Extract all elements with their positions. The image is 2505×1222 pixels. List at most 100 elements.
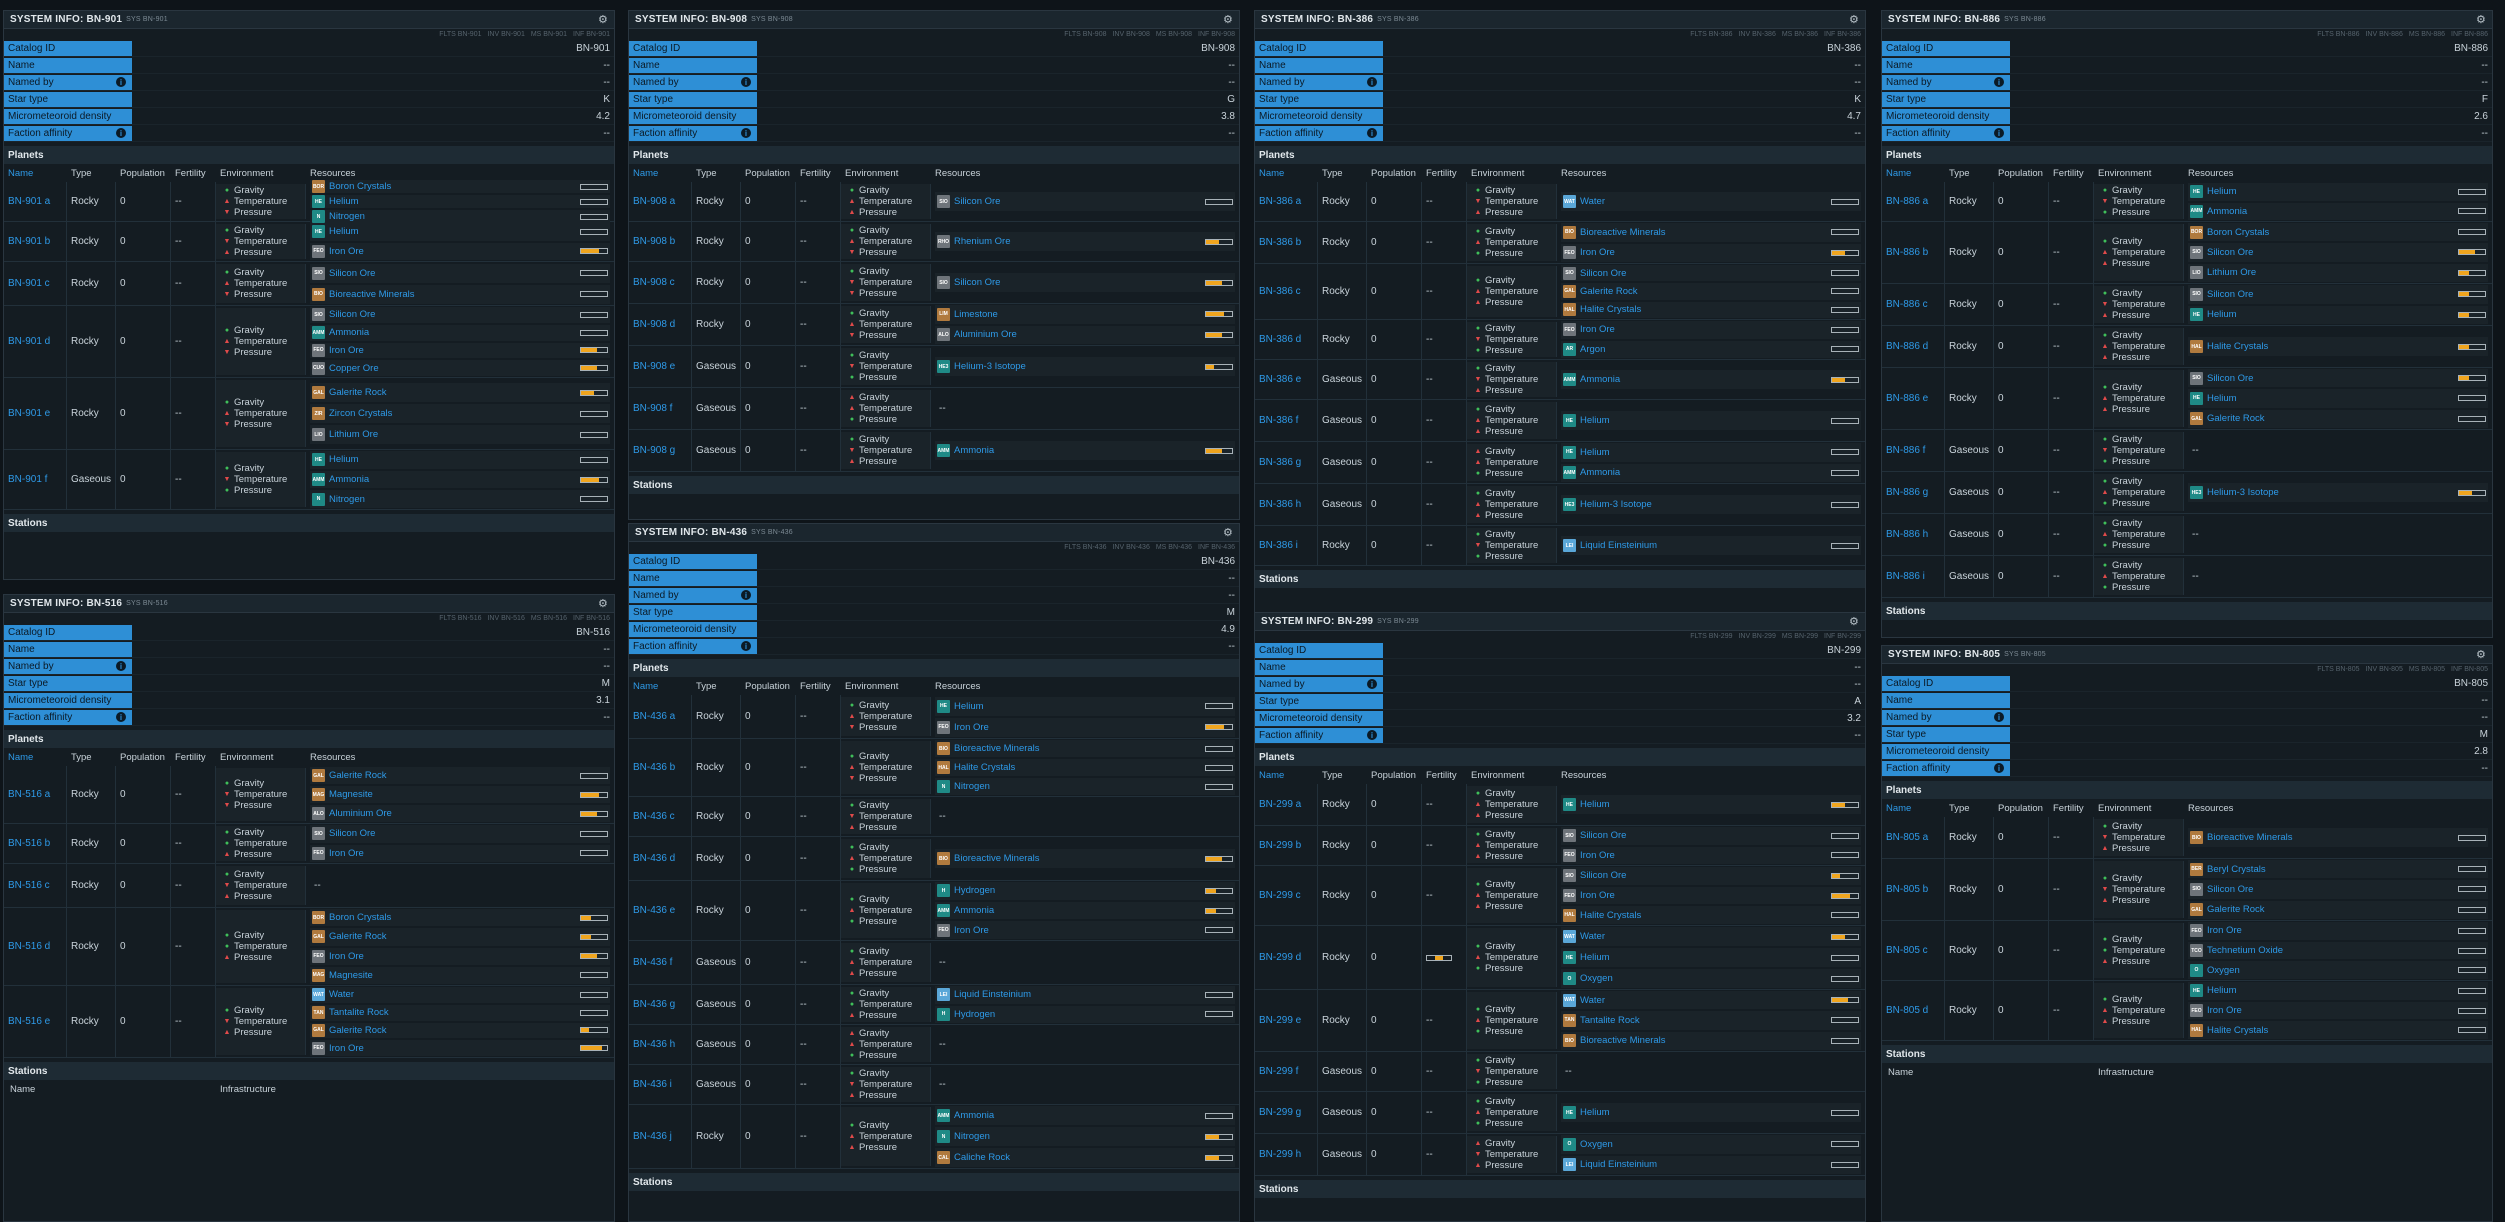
planet-name-link[interactable]: BN-436 h xyxy=(629,1025,692,1064)
planet-name-link[interactable]: BN-516 e xyxy=(4,986,67,1057)
panel-tab[interactable]: INV BN-386 xyxy=(1738,31,1776,38)
resource-name-link[interactable]: Nitrogen xyxy=(954,1131,990,1142)
environment-cell[interactable]: ● Gravity ▼ Temperature ▲ Pressure xyxy=(841,799,931,834)
planet-name-link[interactable]: BN-386 d xyxy=(1255,320,1318,359)
resource-item[interactable]: AMM Ammonia xyxy=(935,441,1235,460)
panel-tab[interactable]: INV BN-908 xyxy=(1112,31,1150,38)
panel-tab[interactable]: FLTS BN-299 xyxy=(1690,633,1733,640)
panel-tab[interactable]: FLTS BN-901 xyxy=(439,31,482,38)
resource-item[interactable]: FEO Iron Ore xyxy=(310,947,610,965)
environment-cell[interactable]: ● Gravity ▲ Temperature ▲ Pressure xyxy=(1467,266,1557,317)
resource-item[interactable]: TAN Tantalite Rock xyxy=(1561,1011,1861,1030)
resource-name-link[interactable]: Galerite Rock xyxy=(2207,904,2265,916)
planet-name-link[interactable]: BN-386 e xyxy=(1255,360,1318,399)
environment-cell[interactable]: ● Gravity ▼ Temperature ● Pressure xyxy=(1467,528,1557,563)
environment-cell[interactable]: ● Gravity ▲ Temperature ▲ Pressure xyxy=(1467,402,1557,439)
resource-item[interactable]: O Oxygen xyxy=(2188,961,2488,980)
resource-item[interactable]: HE3 Helium-3 Isotope xyxy=(935,357,1235,376)
panel-tab[interactable]: MS BN-299 xyxy=(1781,633,1819,640)
resource-name-link[interactable]: Ammonia xyxy=(1580,374,1621,385)
gear-icon[interactable]: ⚙ xyxy=(1222,14,1233,26)
resource-item[interactable]: SIO Silicon Ore xyxy=(310,307,610,323)
resource-item[interactable]: WAT Water xyxy=(1561,991,1861,1010)
panel-tab[interactable]: INV BN-805 xyxy=(2365,666,2403,673)
resource-name-link[interactable]: Helium xyxy=(329,454,359,466)
panel-tab[interactable]: FLTS BN-886 xyxy=(2317,31,2360,38)
environment-cell[interactable]: ● Gravity ▼ Temperature ● Pressure xyxy=(2094,184,2184,219)
resource-item[interactable]: SIO Silicon Ore xyxy=(1561,827,1861,845)
planet-name-link[interactable]: BN-386 f xyxy=(1255,400,1318,441)
resource-name-link[interactable]: Silicon Ore xyxy=(329,309,376,321)
panel-tab[interactable]: MS BN-805 xyxy=(2408,666,2446,673)
planet-name-link[interactable]: BN-436 b xyxy=(629,739,692,796)
resource-item[interactable]: N Nitrogen xyxy=(310,210,610,223)
resource-item[interactable]: FEO Iron Ore xyxy=(310,342,610,359)
stations-section-header[interactable]: Stations xyxy=(4,1062,614,1080)
resource-item[interactable]: ZIR Zircon Crystals xyxy=(310,404,610,423)
planet-name-link[interactable]: BN-386 g xyxy=(1255,442,1318,483)
resource-name-link[interactable]: Magnesite xyxy=(329,969,373,981)
resource-name-link[interactable]: Helium xyxy=(2207,309,2237,321)
environment-cell[interactable]: ● Gravity ▼ Temperature ● Pressure xyxy=(216,452,306,507)
environment-cell[interactable]: ● Gravity ▲ Temperature ▲ Pressure xyxy=(2094,328,2184,365)
info-icon[interactable]: i xyxy=(1367,730,1377,740)
environment-cell[interactable]: ● Gravity ▲ Temperature ● Pressure xyxy=(2094,558,2184,595)
resource-name-link[interactable]: Galerite Rock xyxy=(2207,413,2265,425)
environment-cell[interactable]: ● Gravity ▲ Temperature ● Pressure xyxy=(841,839,931,878)
panel-header[interactable]: SYSTEM INFO: BN-886 SYS BN-886 ⚙ xyxy=(1882,11,2492,29)
resource-name-link[interactable]: Lithium Ore xyxy=(2207,267,2257,279)
resource-name-link[interactable]: Limestone xyxy=(954,308,998,320)
resource-name-link[interactable]: Iron Ore xyxy=(329,344,364,356)
environment-cell[interactable]: ● Gravity ▲ Temperature ▲ Pressure xyxy=(1467,486,1557,523)
panel-tab[interactable]: INF BN-436 xyxy=(1198,544,1235,551)
planet-name-link[interactable]: BN-436 d xyxy=(629,837,692,880)
resource-name-link[interactable]: Nitrogen xyxy=(329,211,365,222)
resource-name-link[interactable]: Iron Ore xyxy=(954,924,989,936)
environment-cell[interactable]: ● Gravity ▼ Temperature ▲ Pressure xyxy=(216,988,306,1055)
resource-item[interactable]: AMM Ammonia xyxy=(310,324,610,341)
resource-item[interactable]: HE Helium xyxy=(1561,948,1861,967)
resource-item[interactable]: LEI Liquid Einsteinium xyxy=(1561,536,1861,555)
environment-cell[interactable]: ● Gravity ▲ Temperature ▲ Pressure xyxy=(2094,983,2184,1038)
resource-item[interactable]: AMM Ammonia xyxy=(935,1106,1235,1125)
resource-name-link[interactable]: Helium xyxy=(2207,392,2237,404)
resource-name-link[interactable]: Boron Crystals xyxy=(2207,226,2270,238)
resource-item[interactable]: HAL Halite Crystals xyxy=(1561,906,1861,925)
planets-section-header[interactable]: Planets xyxy=(629,146,1239,164)
planet-name-link[interactable]: BN-516 c xyxy=(4,864,67,907)
resource-item[interactable]: BIO Bioreactive Minerals xyxy=(1561,1031,1861,1050)
planet-name-link[interactable]: BN-805 b xyxy=(1882,859,1945,920)
resource-item[interactable]: AMM Ammonia xyxy=(1561,463,1861,482)
resource-name-link[interactable]: Rhenium Ore xyxy=(954,236,1011,247)
resource-name-link[interactable]: Oxygen xyxy=(2207,964,2240,976)
environment-cell[interactable]: ● Gravity ▲ Temperature ▲ Pressure xyxy=(1467,868,1557,923)
environment-cell[interactable]: ● Gravity ▲ Temperature ▲ Pressure xyxy=(841,943,931,982)
resource-item[interactable]: WAT Water xyxy=(1561,927,1861,946)
resource-item[interactable]: CAL Caliche Rock xyxy=(935,1148,1235,1167)
resource-name-link[interactable]: Technetium Oxide xyxy=(2207,945,2284,956)
resource-item[interactable]: WAT Water xyxy=(1561,192,1861,211)
resource-name-link[interactable]: Bioreactive Minerals xyxy=(954,743,1040,754)
resource-name-link[interactable]: Iron Ore xyxy=(1580,849,1615,861)
resource-item[interactable]: TAN Tantalite Rock xyxy=(310,1004,610,1021)
info-icon[interactable]: i xyxy=(1994,77,2004,87)
panel-tab[interactable]: MS BN-908 xyxy=(1155,31,1193,38)
environment-cell[interactable]: ● Gravity ▼ Temperature ▲ Pressure xyxy=(2094,819,2184,856)
planet-name-link[interactable]: BN-886 h xyxy=(1882,514,1945,555)
resource-item[interactable]: GAL Galerite Rock xyxy=(310,767,610,784)
resource-item[interactable]: BOR Boron Crystals xyxy=(2188,223,2488,242)
gear-icon[interactable]: ⚙ xyxy=(597,598,608,610)
planet-name-link[interactable]: BN-436 f xyxy=(629,941,692,984)
resource-item[interactable]: BIO Bioreactive Minerals xyxy=(935,849,1235,868)
planet-name-link[interactable]: BN-299 e xyxy=(1255,990,1318,1051)
info-icon[interactable]: i xyxy=(116,128,126,138)
environment-cell[interactable]: ● Gravity ▼ Temperature ● Pressure xyxy=(2094,432,2184,469)
resource-name-link[interactable]: Ammonia xyxy=(954,1110,995,1121)
planet-name-link[interactable]: BN-908 d xyxy=(629,304,692,345)
resource-name-link[interactable]: Helium xyxy=(329,196,359,207)
environment-cell[interactable]: ● Gravity ● Temperature ▲ Pressure xyxy=(2094,923,2184,978)
resource-item[interactable]: HE Helium xyxy=(310,223,610,241)
resource-name-link[interactable]: Silicon Ore xyxy=(329,828,376,840)
resource-item[interactable]: GAL Galerite Rock xyxy=(2188,409,2488,428)
panel-header[interactable]: SYSTEM INFO: BN-901 SYS BN-901 ⚙ xyxy=(4,11,614,29)
